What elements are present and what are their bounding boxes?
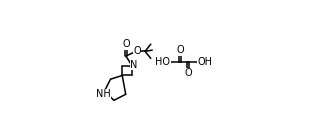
Text: O: O (133, 46, 141, 56)
Text: O: O (184, 68, 192, 78)
Text: O: O (176, 45, 184, 55)
Text: NH: NH (96, 89, 111, 99)
Text: OH: OH (197, 57, 213, 67)
Text: O: O (122, 39, 130, 49)
Text: N: N (130, 60, 138, 70)
Text: HO: HO (155, 57, 171, 67)
